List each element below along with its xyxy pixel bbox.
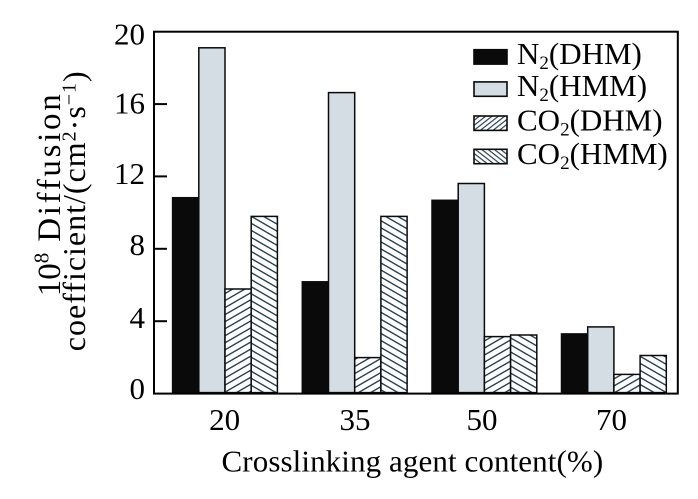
svg-text:coefficient/(cm2·s−1): coefficient/(cm2·s−1) [56, 70, 92, 351]
svg-text:8: 8 [130, 227, 146, 262]
svg-text:0: 0 [130, 371, 146, 406]
svg-text:Crosslinking agent content(%): Crosslinking agent content(%) [222, 444, 604, 479]
svg-text:12: 12 [114, 156, 145, 191]
svg-text:16: 16 [114, 86, 145, 121]
svg-text:35: 35 [340, 402, 371, 437]
svg-text:CO2(HMM): CO2(HMM) [517, 136, 668, 174]
svg-text:4: 4 [130, 300, 146, 335]
svg-text:20: 20 [209, 402, 240, 437]
svg-text:20: 20 [114, 16, 145, 51]
svg-text:N2(DHM): N2(DHM) [517, 36, 642, 74]
svg-text:50: 50 [467, 402, 498, 437]
svg-text:CO2(DHM): CO2(DHM) [517, 102, 663, 140]
svg-text:70: 70 [596, 402, 627, 437]
svg-text:N2(HMM): N2(HMM) [517, 68, 647, 106]
